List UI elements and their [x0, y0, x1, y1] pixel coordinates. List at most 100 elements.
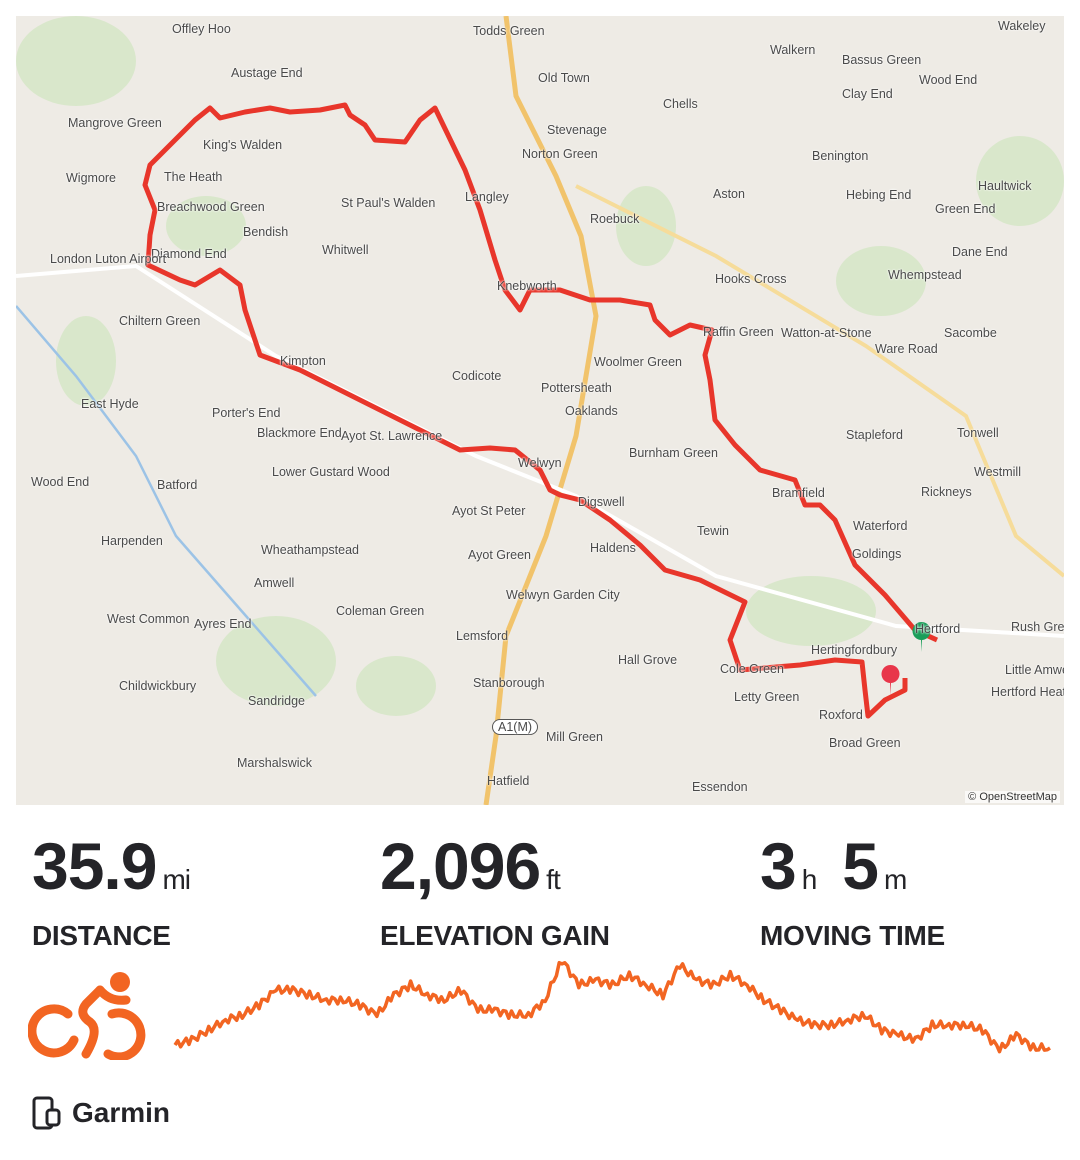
- map-place-label: Wood End: [31, 475, 90, 489]
- map-place-label: Mill Green: [546, 730, 603, 744]
- map-place-label: Watton-at-Stone: [781, 326, 872, 340]
- woodland-area: [746, 576, 876, 646]
- map-place-label: East Hyde: [81, 397, 139, 411]
- map-place-label: King's Walden: [203, 138, 283, 152]
- map-place-label: Haldens: [590, 541, 636, 555]
- woodland-area: [166, 196, 246, 256]
- a1m-motorway: [483, 16, 599, 805]
- map-place-label: Codicote: [452, 369, 502, 383]
- map-place-label: Oaklands: [565, 404, 618, 418]
- map-place-label: Rush Green: [1011, 620, 1064, 634]
- map-place-label: Hooks Cross: [715, 272, 787, 286]
- map-place-label: Wakeley: [998, 19, 1046, 33]
- start-marker-icon: [912, 622, 931, 652]
- map-place-label: Rickneys: [921, 485, 972, 499]
- map-place-label: Ayot St Peter: [452, 504, 526, 518]
- hours-value: 3: [760, 829, 797, 903]
- elevation-unit: ft: [546, 864, 561, 895]
- map-place-label: Sandridge: [248, 694, 305, 708]
- map-place-label: Whempstead: [888, 268, 962, 282]
- map-place-label: Clay End: [842, 87, 893, 101]
- map-place-label: Todds Green: [473, 24, 545, 38]
- device-info: Garmin: [32, 1096, 170, 1130]
- woodland-area: [356, 656, 436, 716]
- distance-label: DISTANCE: [32, 920, 171, 951]
- map-place-label: Roxford: [819, 708, 863, 722]
- end-marker-icon: [881, 665, 900, 695]
- minutes-unit: m: [884, 864, 907, 895]
- map-place-label: Stapleford: [846, 428, 903, 442]
- stat-elevation: 2,096 ft ELEVATION GAIN: [380, 830, 610, 952]
- cycling-icon: [28, 972, 146, 1060]
- map-place-label: Harpenden: [101, 534, 163, 548]
- map-place-label: Wigmore: [66, 171, 117, 185]
- map-place-label: Aston: [713, 187, 745, 201]
- map-place-label: Walkern: [770, 43, 816, 57]
- map-place-label: Hertingfordbury: [811, 643, 898, 657]
- map-place-label: Kimpton: [280, 354, 326, 368]
- map-place-label: Digswell: [578, 495, 625, 509]
- map-place-label: Bramfield: [772, 486, 825, 500]
- map-place-label: Cole Green: [720, 662, 784, 676]
- map-place-label: Childwickbury: [119, 679, 197, 693]
- map-place-label: Whitwell: [322, 243, 369, 257]
- map-attribution[interactable]: © OpenStreetMap: [965, 791, 1060, 803]
- map-place-label: Marshalswick: [237, 756, 313, 770]
- woodland-area: [16, 16, 136, 106]
- hours-unit: h: [801, 864, 818, 895]
- map-place-label: Offley Hoo: [172, 22, 231, 36]
- map-place-label: Diamond End: [151, 247, 227, 261]
- woodland-area: [836, 246, 926, 316]
- map-place-label: Hertford: [915, 622, 961, 636]
- map-place-label: Little Amwell: [1005, 663, 1064, 677]
- map-place-label: Ware Road: [875, 342, 938, 356]
- map-place-label: Norton Green: [522, 147, 598, 161]
- elevation-profile: [173, 960, 1051, 1054]
- map-place-label: Westmill: [974, 465, 1021, 479]
- map-place-label: London Luton Airport: [50, 252, 167, 266]
- map-place-label: Tonwell: [957, 426, 999, 440]
- map-place-label: Chells: [663, 97, 698, 111]
- map-place-label: Amwell: [254, 576, 295, 590]
- map-place-label: Waterford: [853, 519, 908, 533]
- map-place-label: Lemsford: [456, 629, 509, 643]
- route-map[interactable]: Offley Hoo Todds Green Old Town Walkern Bass…: [16, 16, 1064, 805]
- map-place-label: The Heath: [164, 170, 223, 184]
- map-place-label: Hebing End: [846, 188, 912, 202]
- map-place-label: Haultwick: [978, 179, 1032, 193]
- map-place-label: Wood End: [919, 73, 978, 87]
- map-place-label: Hertford Heath: [991, 685, 1064, 699]
- map-place-label: Raffin Green: [703, 325, 774, 339]
- map-place-label: Goldings: [852, 547, 902, 561]
- map-place-label: Woolmer Green: [594, 355, 682, 369]
- distance-unit: mi: [162, 864, 191, 895]
- map-place-label: Blackmore End: [257, 426, 342, 440]
- map-place-label: Porter's End: [212, 406, 281, 420]
- map-place-label: Mangrove Green: [68, 116, 162, 130]
- woodland-area: [56, 316, 116, 406]
- map-place-label: A1(M): [492, 719, 539, 735]
- elevation-value: 2,096: [380, 829, 541, 903]
- map-place-label: Bendish: [243, 225, 289, 239]
- river: [16, 305, 317, 697]
- map-place-label: Wheathampstead: [261, 543, 359, 557]
- device-name: Garmin: [72, 1097, 171, 1128]
- map-place-label: Sacombe: [944, 326, 997, 340]
- map-canvas: [16, 16, 1064, 805]
- map-place-label: Tewin: [697, 524, 729, 538]
- distance-value: 35.9: [32, 829, 157, 903]
- map-place-label: Ayot Green: [468, 548, 532, 562]
- map-place-label: Old Town: [538, 71, 590, 85]
- map-place-label: Welwyn Garden City: [506, 588, 620, 602]
- map-place-label: Benington: [812, 149, 869, 163]
- map-place-label: Pottersheath: [541, 381, 612, 395]
- elevation-line: [173, 960, 1051, 1054]
- map-place-label: Dane End: [952, 245, 1008, 259]
- moving-time-label: MOVING TIME: [760, 920, 945, 951]
- map-place-label: Chiltern Green: [119, 314, 201, 328]
- elevation-label: ELEVATION GAIN: [380, 920, 610, 951]
- map-place-label: Lower Gustard Wood: [272, 465, 390, 479]
- map-place-label: Batford: [157, 478, 198, 492]
- map-place-label: Burnham Green: [629, 446, 718, 460]
